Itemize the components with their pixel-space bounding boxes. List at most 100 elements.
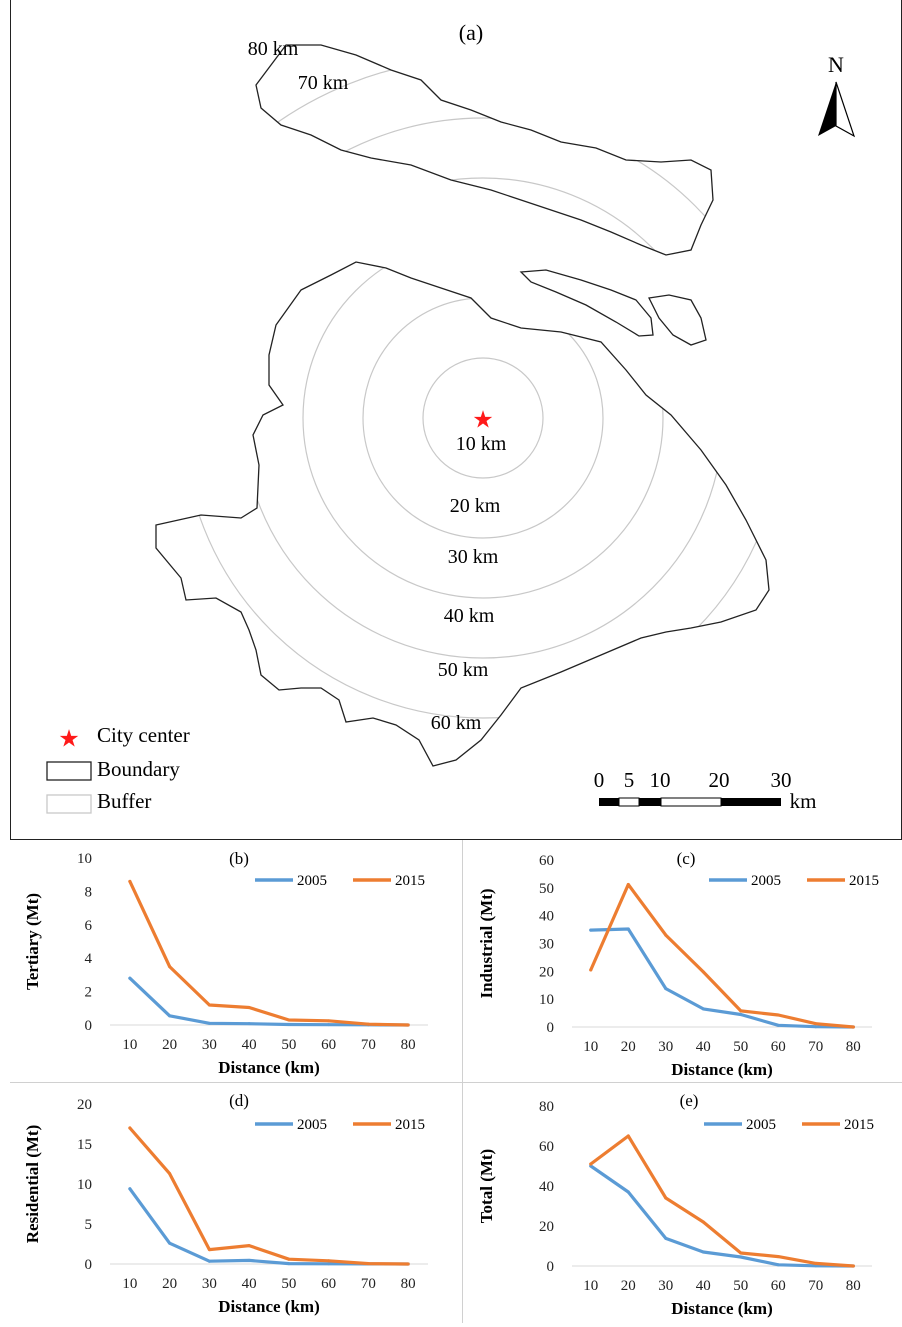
y-axis-label: Tertiary (Mt) bbox=[23, 893, 42, 990]
x-tick-label: 70 bbox=[361, 1276, 376, 1292]
x-tick-label: 30 bbox=[202, 1276, 217, 1292]
ring-labels: 10 km 20 km 30 km 40 km 50 km 60 km 70 k… bbox=[248, 38, 507, 734]
legend-city-center: City center bbox=[97, 723, 190, 747]
data-point-2005 bbox=[776, 1023, 780, 1027]
data-point-2005 bbox=[287, 1022, 291, 1026]
x-tick-label: 80 bbox=[401, 1276, 416, 1292]
x-tick-label: 40 bbox=[696, 1278, 711, 1294]
data-point-2015 bbox=[207, 1248, 211, 1252]
y-axis-label: Residential (Mt) bbox=[23, 1125, 42, 1244]
map-svg: (a) 10 km 20 km 30 km 40 km bbox=[46, 20, 856, 814]
x-tick-label: 60 bbox=[321, 1037, 336, 1053]
chart-industrial: 0 10 20 30 40 50 60 10 20 30 40 50 60 70 80 Distance (k… bbox=[477, 849, 879, 1079]
x-tick-label: 50 bbox=[733, 1039, 748, 1055]
y-tick-label: 20 bbox=[539, 1219, 554, 1235]
series-line-2005 bbox=[128, 976, 410, 1027]
data-point-2015 bbox=[626, 1134, 630, 1138]
scale-tick-30: 30 bbox=[771, 768, 792, 792]
data-point-2015 bbox=[327, 1259, 331, 1263]
scale-tick-20: 20 bbox=[709, 768, 730, 792]
x-axis-label: Distance (km) bbox=[671, 1299, 773, 1318]
chart-total: 0 20 40 60 80 10 20 30 40 50 60 70 80 Distance (km) To… bbox=[477, 1091, 874, 1318]
data-point-2015 bbox=[247, 1244, 251, 1248]
north-arrow-icon: N bbox=[818, 52, 856, 138]
ring-label-80: 80 km bbox=[248, 38, 299, 60]
x-tick-label: 20 bbox=[162, 1037, 177, 1053]
north-island-boundary bbox=[255, 44, 714, 256]
north-label: N bbox=[828, 52, 844, 77]
y-axis-label: Industrial (Mt) bbox=[477, 888, 496, 998]
x-tick-label: 30 bbox=[658, 1278, 673, 1294]
x-axis-label: Distance (km) bbox=[671, 1060, 773, 1079]
y-tick-label: 8 bbox=[85, 884, 93, 900]
chart-panel-label: (e) bbox=[680, 1091, 699, 1110]
data-point-2015 bbox=[406, 1262, 410, 1266]
map-panel-label: (a) bbox=[459, 20, 483, 45]
ring-label-30: 30 km bbox=[448, 546, 499, 568]
x-tick-label: 50 bbox=[281, 1276, 296, 1292]
x-tick-label: 20 bbox=[162, 1276, 177, 1292]
x-tick-label: 50 bbox=[733, 1278, 748, 1294]
legend-label-2005: 2005 bbox=[751, 873, 781, 889]
y-tick-label: 20 bbox=[77, 1097, 92, 1113]
data-point-2005 bbox=[776, 1263, 780, 1267]
y-tick-label: 0 bbox=[547, 1020, 555, 1036]
x-tick-label: 70 bbox=[808, 1039, 823, 1055]
data-point-2005 bbox=[701, 1250, 705, 1254]
y-tick-label: 5 bbox=[85, 1217, 93, 1233]
panel-divider-vertical bbox=[462, 840, 463, 1323]
x-tick-label: 60 bbox=[321, 1276, 336, 1292]
ring-label-50: 50 km bbox=[438, 659, 489, 681]
data-point-2015 bbox=[589, 1162, 593, 1166]
y-tick-label: 15 bbox=[77, 1137, 92, 1153]
data-point-2015 bbox=[626, 882, 630, 886]
scale-tick-5: 5 bbox=[624, 768, 635, 792]
map-legend: ★ City center Boundary Buffer bbox=[46, 723, 190, 814]
data-point-2005 bbox=[128, 1187, 132, 1191]
x-tick-label: 70 bbox=[361, 1037, 376, 1053]
y-axis-label: Total (Mt) bbox=[477, 1149, 496, 1223]
legend-label-2005: 2005 bbox=[297, 873, 327, 889]
data-point-2005 bbox=[327, 1262, 331, 1266]
y-tick-label: 6 bbox=[85, 918, 93, 934]
series-line-2015 bbox=[589, 1134, 855, 1268]
y-tick-label: 80 bbox=[539, 1099, 554, 1115]
data-point-2005 bbox=[589, 928, 593, 932]
data-point-2005 bbox=[626, 1190, 630, 1194]
data-point-2005 bbox=[626, 927, 630, 931]
data-point-2015 bbox=[701, 1220, 705, 1224]
data-point-2005 bbox=[207, 1259, 211, 1263]
y-tick-label: 10 bbox=[77, 851, 92, 867]
data-point-2005 bbox=[664, 987, 668, 991]
legend-label-2015: 2015 bbox=[844, 1117, 874, 1133]
chart-panel-b: 0 2 4 6 8 10 10 20 30 40 50 60 70 80 Distance (km) Tert… bbox=[10, 842, 460, 1085]
y-tick-label: 0 bbox=[547, 1259, 555, 1275]
buffer-ring-30 bbox=[302, 262, 664, 599]
y-tick-label: 40 bbox=[539, 1179, 554, 1195]
x-tick-label: 70 bbox=[808, 1278, 823, 1294]
data-point-2005 bbox=[327, 1023, 331, 1027]
y-tick-label: 20 bbox=[539, 964, 554, 980]
y-tick-label: 10 bbox=[77, 1177, 92, 1193]
data-point-2015 bbox=[776, 1255, 780, 1259]
chart-panel-e: 0 20 40 60 80 10 20 30 40 50 60 70 80 Distance (km) To… bbox=[464, 1084, 900, 1327]
middle-island-boundary bbox=[519, 269, 654, 337]
scale-tick-10: 10 bbox=[650, 768, 671, 792]
data-point-2015 bbox=[366, 1262, 370, 1266]
data-point-2015 bbox=[589, 968, 593, 972]
data-point-2015 bbox=[739, 1009, 743, 1013]
data-point-2015 bbox=[664, 1196, 668, 1200]
chart-panel-label: (d) bbox=[229, 1091, 249, 1110]
y-tick-label: 60 bbox=[539, 853, 554, 869]
y-tick-label: 0 bbox=[85, 1257, 93, 1273]
x-tick-label: 60 bbox=[771, 1278, 786, 1294]
series-line-2005 bbox=[589, 927, 855, 1029]
legend-star-icon: ★ bbox=[58, 727, 80, 753]
chart-panel-label: (c) bbox=[677, 849, 696, 868]
chart-panel-c: 0 10 20 30 40 50 60 10 20 30 40 50 60 70 80 Distance (k… bbox=[464, 842, 900, 1085]
series-line-2005 bbox=[589, 1164, 855, 1268]
chart-panel-label: (b) bbox=[229, 849, 249, 868]
data-point-2015 bbox=[128, 1126, 132, 1130]
series-line-2015 bbox=[128, 1126, 410, 1266]
data-point-2015 bbox=[168, 965, 172, 969]
